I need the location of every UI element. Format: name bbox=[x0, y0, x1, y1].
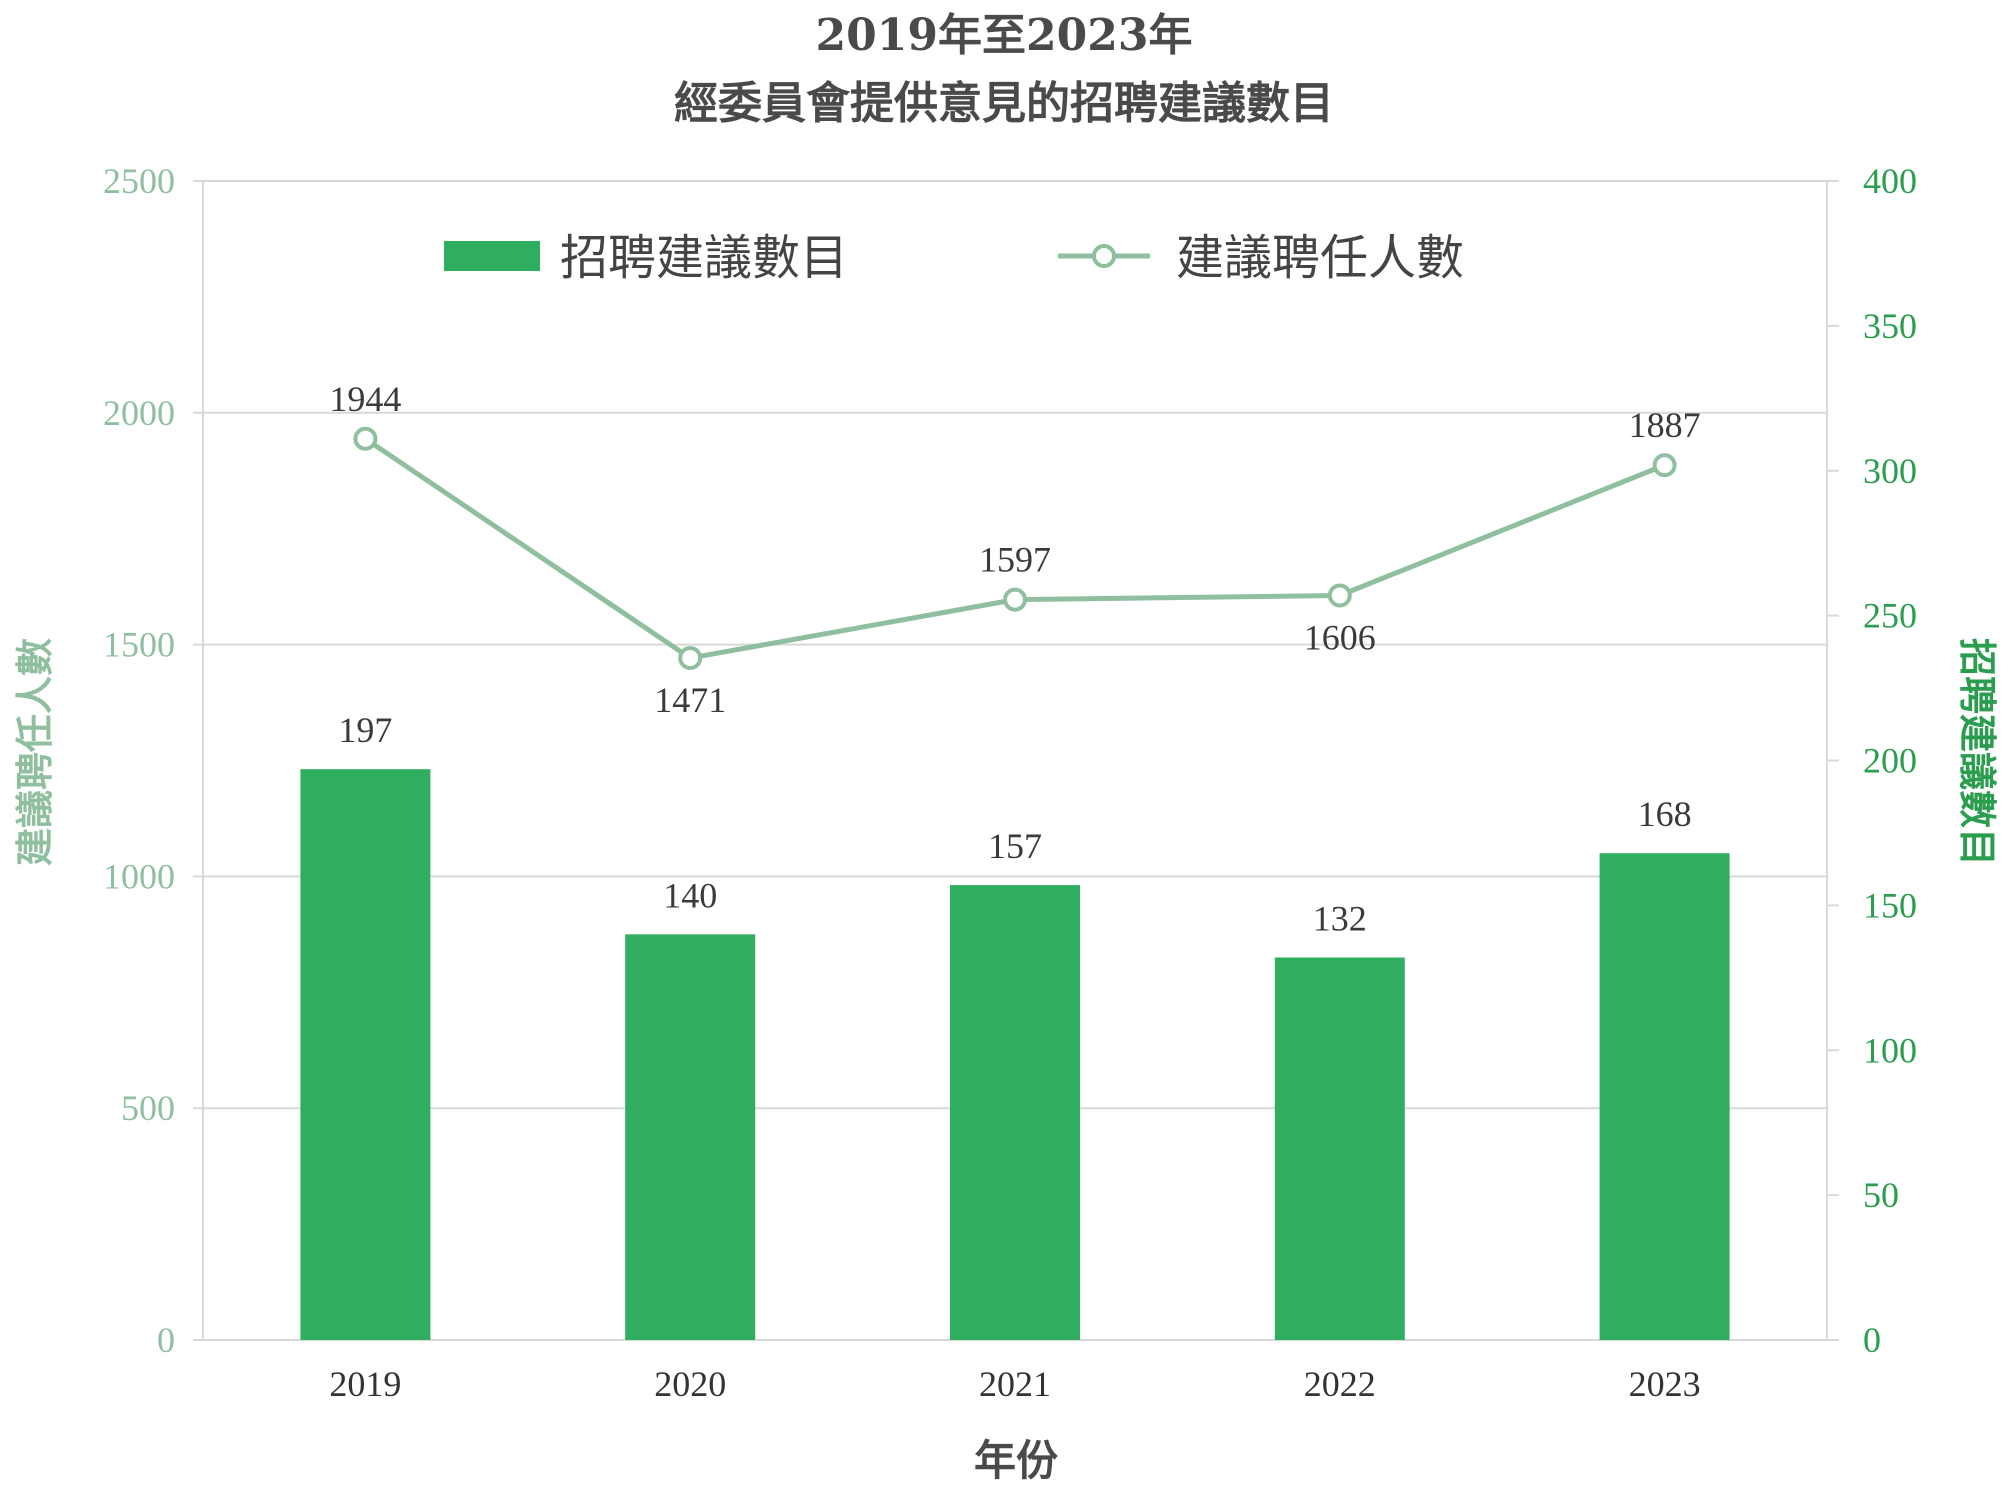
line-data-label: 1597 bbox=[979, 540, 1051, 580]
x-tick-label: 2022 bbox=[1304, 1364, 1376, 1404]
y-tick-left-label: 1500 bbox=[103, 625, 175, 665]
y-tick-right-label: 0 bbox=[1863, 1320, 1881, 1360]
line-point bbox=[1003, 587, 1027, 612]
y-tick-right-label: 300 bbox=[1863, 451, 1917, 491]
y-tick-right-label: 200 bbox=[1863, 741, 1917, 781]
line-data-label: 1471 bbox=[654, 680, 726, 720]
bar-data-label: 157 bbox=[988, 826, 1042, 866]
x-tick-label: 2021 bbox=[979, 1364, 1051, 1404]
y-tick-right-label: 400 bbox=[1863, 161, 1917, 201]
y-tick-right-label: 150 bbox=[1863, 885, 1917, 925]
y-tick-right-label: 100 bbox=[1863, 1030, 1917, 1070]
data-labels: 197 140 157 132 168 1944 1471 1597 1606 1887 bbox=[329, 379, 1700, 939]
bar-data-label: 197 bbox=[338, 710, 392, 750]
chart-title-line1: 2019年至2023年 bbox=[816, 10, 1193, 61]
y-tick-left-label: 500 bbox=[121, 1088, 175, 1128]
y-tick-right-label: 350 bbox=[1863, 306, 1917, 346]
bar bbox=[1274, 957, 1405, 1340]
line-data-label: 1887 bbox=[1629, 405, 1701, 445]
y-tick-left-label: 1000 bbox=[103, 856, 175, 896]
line-data-label: 1944 bbox=[329, 379, 401, 419]
gridlines bbox=[193, 180, 1839, 1341]
line-point bbox=[678, 646, 703, 671]
line-point bbox=[353, 426, 378, 451]
line-series bbox=[353, 426, 1677, 671]
legend-line-marker bbox=[1092, 244, 1116, 268]
legend-bar-swatch bbox=[444, 241, 540, 271]
legend-bar-label: 招聘建議數目 bbox=[560, 230, 848, 286]
y-tick-left-label: 2500 bbox=[103, 161, 175, 201]
chart-title: 2019年至2023年 經委員會提供意見的招聘建議數目 bbox=[674, 10, 1334, 129]
bar-data-label: 140 bbox=[663, 875, 717, 915]
y-axis-title-left: 建議聘任人數 bbox=[12, 638, 57, 866]
chart-title-line2: 經委員會提供意見的招聘建議數目 bbox=[674, 78, 1334, 129]
y-tick-right-label: 50 bbox=[1863, 1175, 1899, 1215]
x-tick-label: 2020 bbox=[654, 1364, 726, 1404]
line-point bbox=[1652, 453, 1677, 478]
bar-series bbox=[300, 769, 1730, 1340]
y-tick-right-label: 250 bbox=[1863, 596, 1917, 636]
bar bbox=[1599, 853, 1730, 1340]
x-tick-label: 2019 bbox=[329, 1364, 401, 1404]
bar-data-label: 168 bbox=[1638, 794, 1692, 834]
bar-data-label: 132 bbox=[1313, 899, 1367, 939]
y-axis-title-right: 招聘建議數目 bbox=[1955, 638, 2000, 866]
x-axis-title: 年份 bbox=[974, 1436, 1058, 1485]
line-point bbox=[1327, 583, 1352, 608]
y-tick-left-label: 0 bbox=[157, 1320, 175, 1360]
bar bbox=[300, 769, 431, 1340]
bar bbox=[625, 934, 756, 1340]
line-data-label: 1606 bbox=[1304, 617, 1376, 657]
x-tick-label: 2023 bbox=[1629, 1364, 1701, 1404]
axis-ticks: 0 500 1000 1500 2000 2500 0 50 100 150 200 250 300 35… bbox=[103, 161, 1917, 1404]
legend: 招聘建議數目 建議聘任人數 bbox=[444, 230, 1464, 286]
y-tick-left-label: 2000 bbox=[103, 393, 175, 433]
legend-line-label: 建議聘任人數 bbox=[1176, 230, 1464, 286]
bar bbox=[950, 885, 1080, 1340]
